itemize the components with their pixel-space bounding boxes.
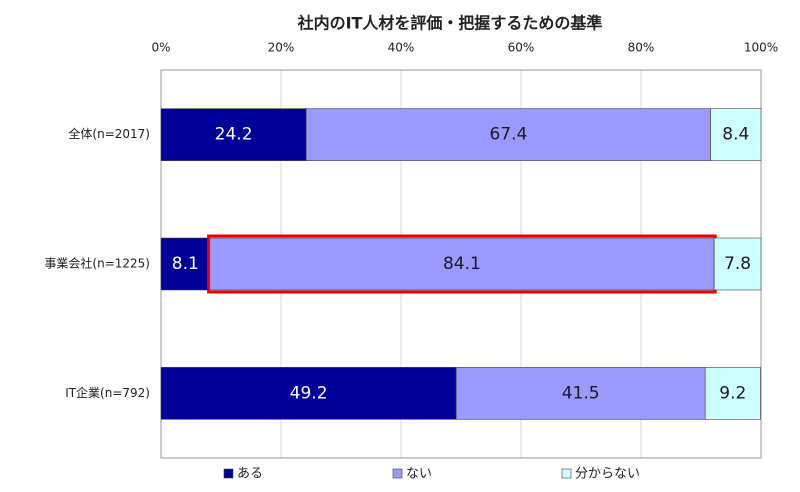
value-label: 49.2 [290,383,328,403]
y-tick-label: 全体(n=2017) [68,126,150,141]
bar-segment [160,367,457,420]
value-label: 9.2 [719,383,746,403]
value-label: 67.4 [489,125,527,145]
value-label: 41.5 [562,383,600,403]
y-tick-label: 事業会社(n=1225) [44,256,150,271]
bar-segment [455,367,706,420]
bar-segment [305,108,711,161]
bar-segment [710,108,762,161]
x-tick-label: 60% [508,41,535,55]
value-label: 7.8 [724,254,751,274]
bar-segment [160,237,210,291]
bar-segment [704,367,761,420]
value-label: 24.2 [215,125,253,145]
value-label: 8.1 [172,254,199,274]
x-tick-label: 40% [388,41,415,55]
y-tick-label: IT企業(n=792) [65,385,150,400]
legend-swatch [223,468,234,479]
x-tick-label: 80% [628,41,655,55]
value-label: 84.1 [443,254,481,274]
legend-label: ない [406,467,432,482]
bar-segment [713,237,762,291]
bar-segment [209,237,715,291]
legend-swatch [392,468,403,479]
legend-swatch [561,468,572,479]
x-tick-label: 20% [268,41,295,55]
legend-label: ある [237,467,263,482]
x-tick-label: 100% [744,41,778,55]
x-tick-label: 0% [151,41,170,55]
legend-label: 分からない [575,467,640,482]
value-label: 8.4 [722,125,749,145]
chart-title: 社内のIT人材を評価・把握するための基準 [297,14,603,33]
